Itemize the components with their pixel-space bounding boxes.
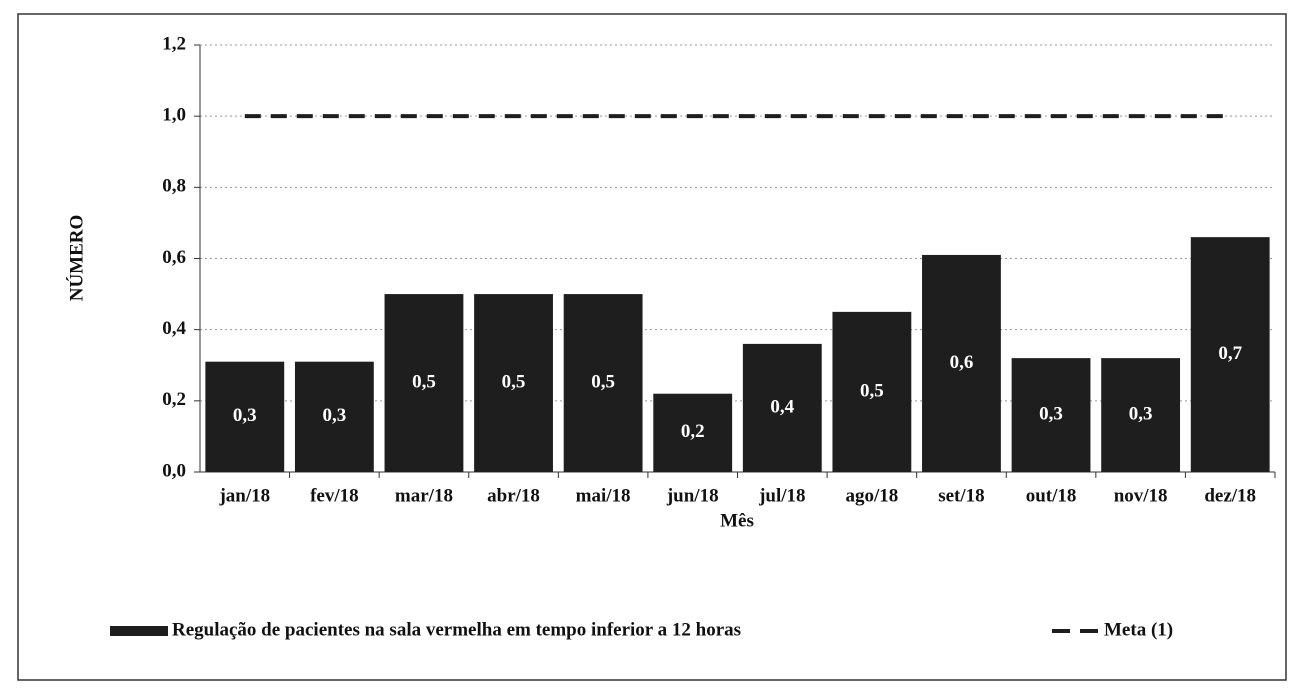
legend-swatch xyxy=(110,626,168,636)
x-tick-label: jan/18 xyxy=(218,485,270,506)
bar xyxy=(1190,237,1270,472)
frame xyxy=(17,13,1287,681)
x-tick-label: out/18 xyxy=(1026,485,1077,506)
bar xyxy=(1101,358,1181,472)
y-axis-title: NÚMERO xyxy=(65,215,87,302)
data-label: 0,2 xyxy=(681,421,705,442)
bar xyxy=(1011,358,1091,472)
y-tick-label: 0,8 xyxy=(162,176,186,197)
data-label: 0,3 xyxy=(323,405,347,426)
data-label: 0,5 xyxy=(412,371,436,392)
data-label: 0,7 xyxy=(1218,343,1242,364)
data-label: 0,4 xyxy=(770,396,794,417)
data-label: 0,5 xyxy=(591,371,615,392)
bar xyxy=(832,311,912,472)
x-tick-label: mar/18 xyxy=(395,485,453,506)
x-tick-label: dez/18 xyxy=(1204,485,1256,506)
y-tick-label: 1,2 xyxy=(162,33,186,54)
y-tick-label: 0,0 xyxy=(162,460,186,481)
legend-label: Regulação de pacientes na sala vermelha … xyxy=(172,619,741,640)
data-label: 0,3 xyxy=(233,405,257,426)
x-tick-label: set/18 xyxy=(938,485,984,506)
x-tick-label: abr/18 xyxy=(487,485,540,506)
bar xyxy=(205,361,285,472)
y-tick-label: 1,0 xyxy=(162,105,186,126)
data-label: 0,6 xyxy=(950,352,974,373)
data-label: 0,5 xyxy=(860,380,884,401)
x-tick-label: fev/18 xyxy=(310,485,359,506)
y-tick-label: 0,6 xyxy=(162,247,186,268)
legend-label: Meta (1) xyxy=(1104,619,1173,640)
bar xyxy=(294,361,374,472)
bar xyxy=(922,254,1001,472)
data-label: 0,5 xyxy=(502,371,526,392)
bar xyxy=(653,393,733,472)
bar xyxy=(384,294,464,472)
x-tick-label: nov/18 xyxy=(1114,485,1168,506)
x-tick-label: mai/18 xyxy=(576,485,631,506)
y-tick-label: 0,4 xyxy=(162,318,186,339)
x-tick-label: ago/18 xyxy=(845,485,898,506)
y-tick-label: 0,2 xyxy=(162,389,186,410)
x-tick-label: jun/18 xyxy=(666,485,719,506)
x-tick-label: jul/18 xyxy=(758,485,805,506)
bar xyxy=(563,294,643,472)
x-axis-title: Mês xyxy=(720,510,754,531)
bar xyxy=(742,343,822,472)
bar xyxy=(474,294,553,472)
data-label: 0,3 xyxy=(1039,403,1063,424)
data-label: 0,3 xyxy=(1129,403,1153,424)
